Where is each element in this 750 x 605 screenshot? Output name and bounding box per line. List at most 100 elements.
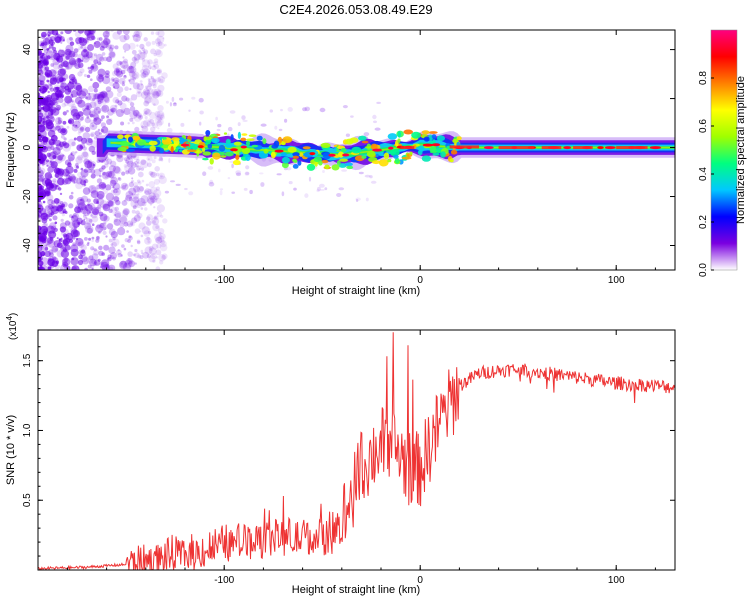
noise-blob xyxy=(46,146,52,152)
noise-blob xyxy=(42,37,51,46)
noise-blob xyxy=(131,56,137,62)
band-blob xyxy=(371,160,381,165)
noise-blob xyxy=(86,243,90,247)
noise-blob xyxy=(138,49,142,53)
noise-blob xyxy=(47,90,50,94)
noise-blob xyxy=(144,95,153,104)
noise-blob xyxy=(95,53,104,62)
noise-blob xyxy=(129,66,137,74)
noise-blob xyxy=(142,251,150,259)
noise-blob xyxy=(38,165,41,170)
noise-blob xyxy=(58,85,66,93)
noise-blob xyxy=(85,96,90,101)
noise-blob xyxy=(154,116,162,124)
noise-blob xyxy=(44,66,50,71)
noise-blob xyxy=(155,48,162,56)
noise-blob xyxy=(51,256,57,261)
noise-blob xyxy=(155,249,162,256)
noise-blob xyxy=(93,248,97,252)
noise-blob xyxy=(98,91,106,99)
noise-blob xyxy=(140,160,149,169)
noise-blob xyxy=(153,156,157,160)
noise-blob xyxy=(86,227,93,234)
band-blob xyxy=(170,146,174,153)
noise-blob xyxy=(229,110,236,114)
band-blob xyxy=(246,138,255,141)
noise-blob xyxy=(73,226,77,230)
noise-blob xyxy=(96,159,101,164)
noise-blob xyxy=(79,126,85,131)
noise-blob xyxy=(68,73,76,81)
noise-blob xyxy=(104,163,109,168)
noise-blob xyxy=(38,92,41,97)
noise-blob xyxy=(61,246,65,250)
noise-blob xyxy=(111,195,120,204)
band-blob xyxy=(306,163,316,171)
noise-blob xyxy=(98,245,103,251)
noise-blob xyxy=(38,183,43,192)
noise-blob xyxy=(114,206,119,212)
noise-blob xyxy=(154,233,163,242)
noise-blob xyxy=(99,213,108,222)
band-blob xyxy=(314,162,318,167)
noise-blob xyxy=(78,241,81,245)
noise-blob xyxy=(99,265,103,269)
noise-blob xyxy=(61,128,66,134)
noise-blob xyxy=(92,163,96,167)
noise-blob xyxy=(71,100,74,103)
colorbar-label: Normalized spectral amplitude xyxy=(735,76,747,224)
noise-blob xyxy=(87,264,92,269)
noise-blob xyxy=(58,238,62,241)
noise-blob xyxy=(116,60,122,66)
noise-blob xyxy=(119,216,128,225)
band-blob xyxy=(234,146,243,153)
noise-blob xyxy=(244,171,250,176)
noise-blob xyxy=(107,109,114,116)
noise-blob xyxy=(111,79,115,82)
noise-blob xyxy=(105,90,114,99)
noise-blob xyxy=(120,69,126,75)
band-blob xyxy=(403,129,414,135)
noise-blob xyxy=(109,255,114,260)
noise-blob xyxy=(97,75,104,83)
noise-blob xyxy=(140,83,143,86)
noise-blob xyxy=(144,246,153,255)
noise-blob xyxy=(60,82,65,88)
noise-blob xyxy=(101,126,109,134)
noise-blob xyxy=(154,38,161,45)
spectrogram-xtick-label: 0 xyxy=(417,275,423,286)
noise-blob xyxy=(132,196,140,204)
noise-blob xyxy=(92,208,99,216)
noise-blob xyxy=(53,198,60,204)
noise-blob xyxy=(80,44,87,51)
noise-blob xyxy=(38,75,46,82)
noise-blob xyxy=(38,132,42,141)
noise-blob xyxy=(260,123,267,127)
noise-blob xyxy=(134,262,137,265)
noise-blob xyxy=(48,69,57,77)
noise-blob xyxy=(77,71,83,77)
noise-blob xyxy=(139,51,147,59)
noise-blob xyxy=(98,181,107,190)
noise-blob xyxy=(112,182,121,190)
noise-blob xyxy=(77,241,85,248)
noise-blob xyxy=(96,37,101,41)
noise-blob xyxy=(78,36,85,44)
noise-blob xyxy=(99,222,105,229)
noise-blob xyxy=(132,77,136,81)
noise-blob xyxy=(114,211,122,218)
noise-blob xyxy=(157,41,163,46)
band-hotspot xyxy=(597,146,604,150)
noise-blob xyxy=(115,212,121,219)
noise-blob xyxy=(45,182,54,191)
noise-blob xyxy=(82,151,88,158)
spectrogram-xtick-label: -100 xyxy=(214,275,234,286)
noise-blob xyxy=(89,119,94,125)
noise-blob xyxy=(44,205,51,212)
noise-blob xyxy=(103,96,110,102)
noise-blob xyxy=(80,220,86,226)
band-blob xyxy=(418,145,425,152)
noise-blob xyxy=(156,211,162,217)
noise-blob xyxy=(44,172,52,180)
noise-blob xyxy=(159,240,167,248)
